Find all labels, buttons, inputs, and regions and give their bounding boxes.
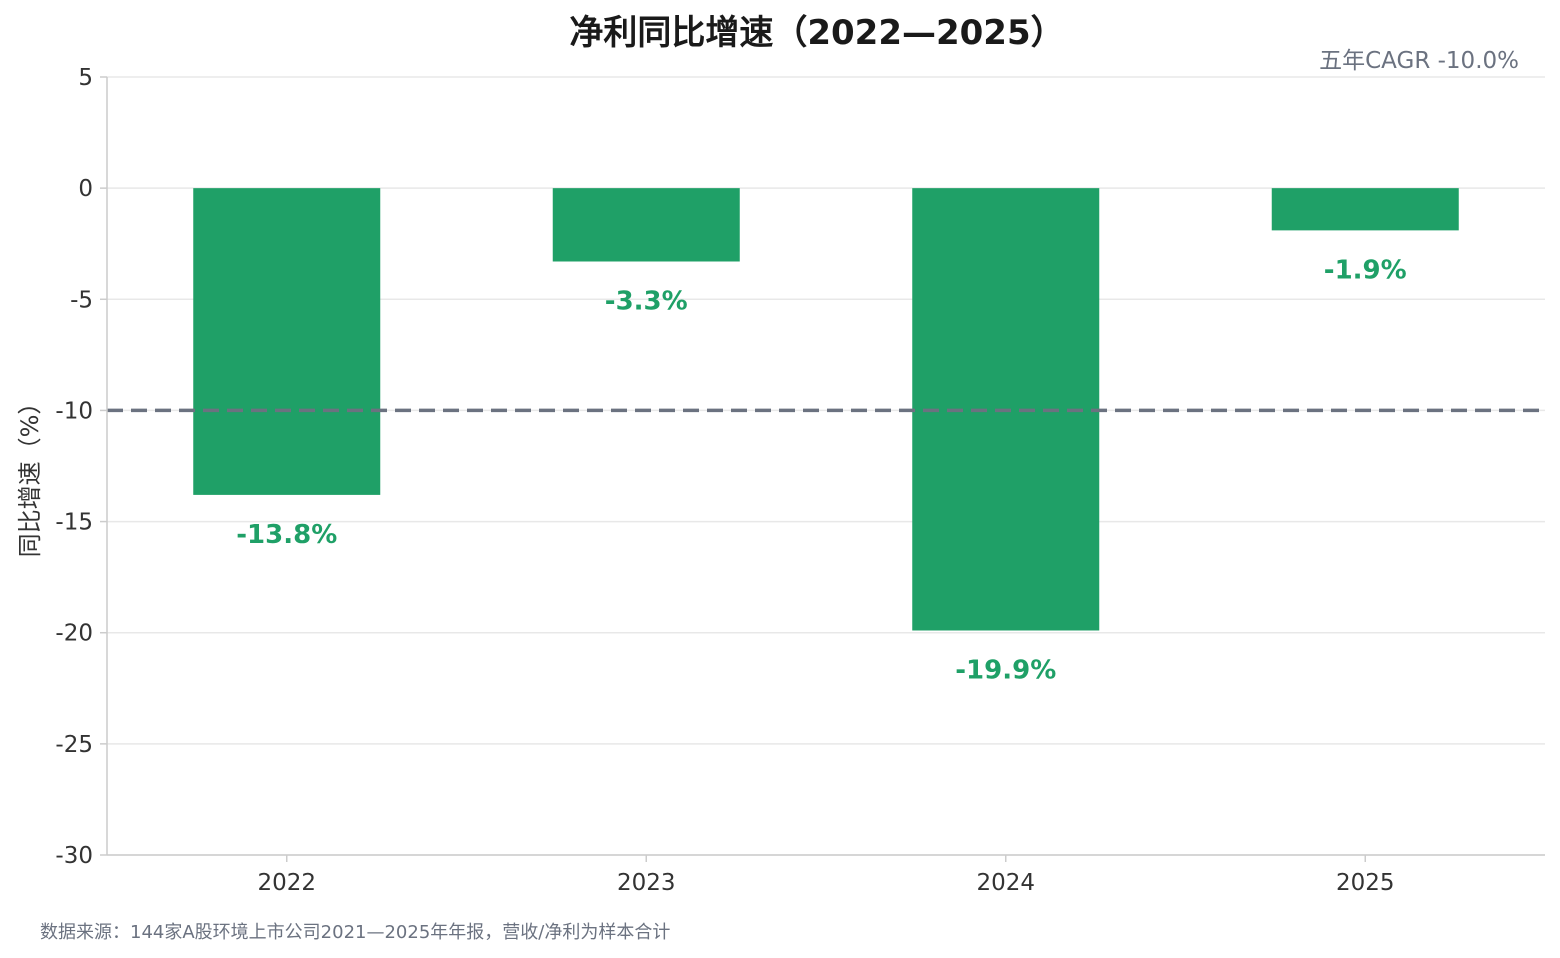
y-tick-label: -10 bbox=[55, 398, 93, 424]
bar-2025 bbox=[1271, 188, 1459, 231]
data-source-note: 数据来源：144家A股环境上市公司2021—2025年年报，营收/净利为样本合计 bbox=[40, 922, 670, 943]
y-tick-label: -15 bbox=[55, 510, 93, 536]
y-axis-label: 同比增速（%） bbox=[16, 391, 44, 558]
data-labels: -13.8% -3.3% -19.9% -1.9% bbox=[236, 255, 1406, 685]
bar-2023 bbox=[552, 188, 740, 262]
x-tick-label-2023: 2023 bbox=[617, 870, 676, 896]
data-label-2022: -13.8% bbox=[236, 520, 337, 550]
y-tick-label: -30 bbox=[55, 843, 93, 869]
y-tick-label: -5 bbox=[70, 287, 93, 313]
x-ticks: 2022 2023 2024 2025 bbox=[257, 855, 1395, 896]
y-tick-label: -25 bbox=[55, 732, 93, 758]
chart-title: 净利同比增速（2022—2025） bbox=[569, 13, 1064, 53]
y-ticks: 5 0 -5 -10 -15 -20 -25 -30 bbox=[55, 65, 107, 869]
y-tick-label: -20 bbox=[55, 621, 93, 647]
cagr-annotation: 五年CAGR -10.0% bbox=[1319, 48, 1519, 74]
bar-2022 bbox=[193, 188, 381, 495]
data-label-2023: -3.3% bbox=[605, 286, 688, 316]
x-tick-label-2025: 2025 bbox=[1336, 870, 1395, 896]
y-tick-label: 5 bbox=[78, 65, 93, 91]
x-tick-label-2022: 2022 bbox=[257, 870, 316, 896]
y-tick-label: 0 bbox=[78, 176, 93, 202]
axes bbox=[106, 77, 1545, 856]
data-label-2024: -19.9% bbox=[955, 655, 1056, 685]
data-label-2025: -1.9% bbox=[1324, 255, 1407, 285]
x-tick-label-2024: 2024 bbox=[976, 870, 1035, 896]
